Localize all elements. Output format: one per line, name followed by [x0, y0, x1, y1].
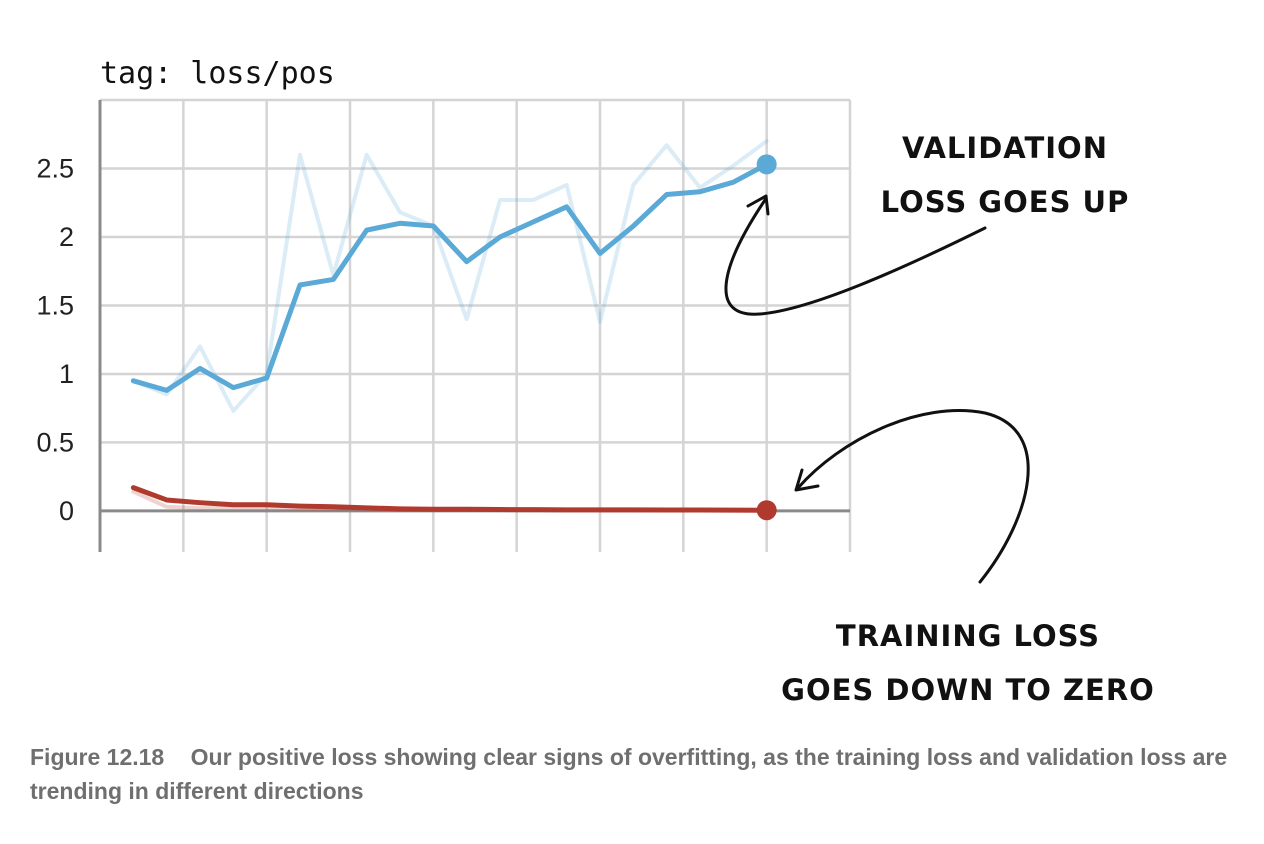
- validation-annotation-line2: LOSS GOES UP: [881, 185, 1130, 219]
- y-tick-label: 2: [59, 222, 74, 252]
- chart-grid: [100, 98, 852, 552]
- series-end-point: [756, 500, 777, 521]
- training-arrowhead: [794, 468, 820, 492]
- figure-caption: Figure 12.18 Our positive loss showing c…: [30, 740, 1230, 808]
- series-raw-line: [131, 139, 769, 413]
- caption-text: Our positive loss showing clear signs of…: [30, 744, 1228, 804]
- caption-label: Figure 12.18: [30, 744, 165, 770]
- chart-series: [130, 139, 777, 521]
- validation-arrow: [724, 198, 987, 316]
- y-tick-label: 2.5: [36, 153, 74, 183]
- validation-annotation-line1: VALIDATION: [902, 131, 1108, 165]
- y-tick-label: 1: [59, 359, 74, 389]
- loss-chart: tag: loss/pos 0 0.5 1 1.5 2 2.5 VALIDATION LO…: [36, 56, 1155, 707]
- series-end-point: [756, 154, 777, 175]
- validation-arrowhead: [746, 194, 770, 216]
- series-smoothed-line: [130, 485, 770, 513]
- training-annotation-line1: TRAINING LOSS: [836, 619, 1100, 653]
- y-tick-label: 1.5: [36, 290, 74, 320]
- y-tick-label: 0.5: [36, 427, 74, 457]
- series-smoothed-line: [130, 161, 770, 393]
- training-arrow: [796, 409, 1030, 584]
- y-tick-label: 0: [59, 496, 74, 526]
- chart-title: tag: loss/pos: [100, 56, 335, 91]
- training-annotation-line2: GOES DOWN TO ZERO: [781, 673, 1155, 707]
- y-tick-labels: 0 0.5 1 1.5 2 2.5: [36, 153, 74, 525]
